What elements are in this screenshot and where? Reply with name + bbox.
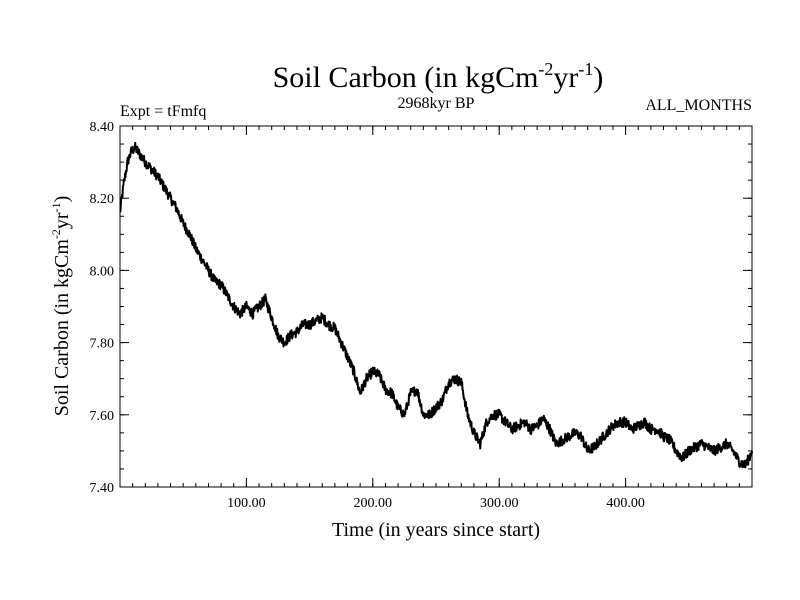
y-tick-labels: 7.40 7.60 7.80 8.00 8.20 8.40 (90, 120, 115, 496)
y-tick-label: 8.40 (90, 120, 115, 135)
x-tick-label: 300.00 (480, 496, 519, 511)
y-axis-label: Soil Carbon (in kgCm-2yr-1) (49, 196, 73, 417)
x-axis-label: Time (in years since start) (332, 519, 540, 541)
chart-title: Soil Carbon (in kgCm-2yr-1) (273, 59, 604, 94)
months-label: ALL_MONTHS (645, 97, 752, 114)
x-tick-label: 400.00 (606, 496, 645, 511)
y-tick-label: 8.00 (90, 264, 115, 279)
x-tick-label: 100.00 (227, 496, 266, 511)
x-tick-label: 200.00 (354, 496, 393, 511)
y-tick-label: 7.60 (90, 409, 115, 424)
period-label: 2968kyr BP (398, 95, 475, 112)
y-tick-label: 7.80 (90, 337, 115, 352)
y-tick-label: 8.20 (90, 192, 115, 207)
major-ticks (120, 125, 752, 488)
y-tick-label: 7.40 (90, 481, 115, 496)
experiment-label: Expt = tFmfq (120, 103, 206, 120)
soil-carbon-series-line (119, 141, 753, 469)
x-tick-labels: 100.00 200.00 300.00 400.00 (227, 496, 645, 511)
